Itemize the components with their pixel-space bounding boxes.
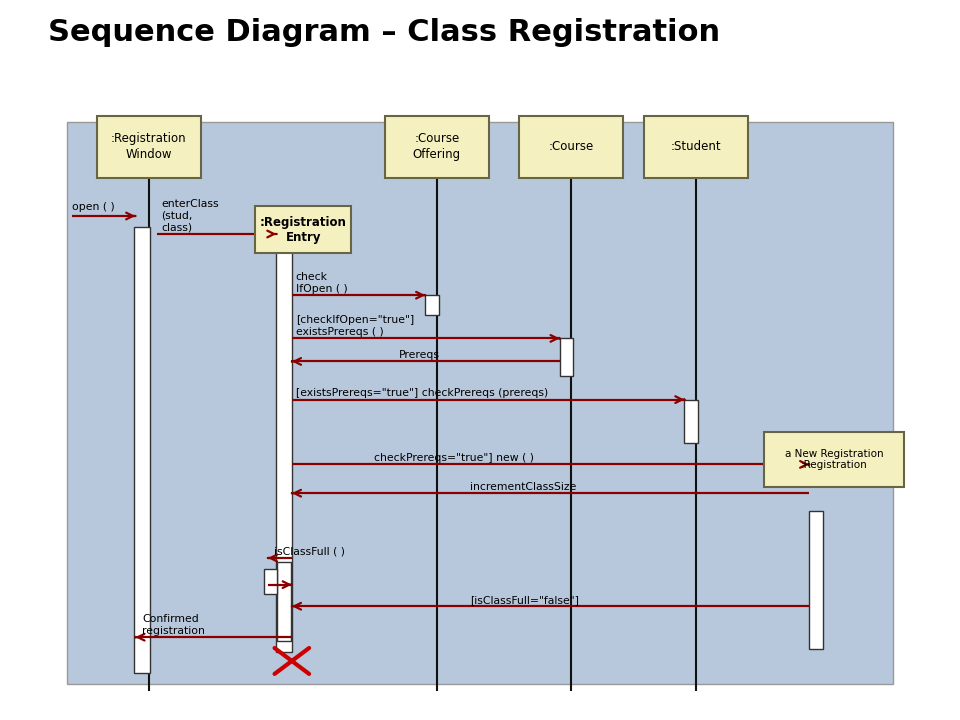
Text: incrementClassSize: incrementClassSize xyxy=(470,482,577,492)
FancyBboxPatch shape xyxy=(519,116,623,178)
Text: Sequence Diagram – Class Registration: Sequence Diagram – Class Registration xyxy=(48,18,720,47)
FancyBboxPatch shape xyxy=(385,116,489,178)
FancyBboxPatch shape xyxy=(764,432,904,487)
FancyBboxPatch shape xyxy=(97,116,201,178)
FancyBboxPatch shape xyxy=(809,511,823,649)
Text: checkPrereqs="true"] new ( ): checkPrereqs="true"] new ( ) xyxy=(374,453,535,463)
Text: Confirmed
registration: Confirmed registration xyxy=(142,614,204,636)
FancyBboxPatch shape xyxy=(255,206,351,253)
Text: isClassFull ( ): isClassFull ( ) xyxy=(274,546,345,557)
Text: [existsPrereqs="true"] checkPrereqs (prereqs): [existsPrereqs="true"] checkPrereqs (pre… xyxy=(296,388,548,398)
FancyBboxPatch shape xyxy=(276,234,292,652)
Text: :Course: :Course xyxy=(548,140,594,153)
Text: enterClass
(stud,
class): enterClass (stud, class) xyxy=(161,199,219,233)
FancyBboxPatch shape xyxy=(67,122,893,684)
Text: check
IfOpen ( ): check IfOpen ( ) xyxy=(296,272,348,294)
Text: [checkIfOpen="true"]
existsPrereqs ( ): [checkIfOpen="true"] existsPrereqs ( ) xyxy=(296,315,414,337)
Text: :Student: :Student xyxy=(671,140,721,153)
Text: open ( ): open ( ) xyxy=(72,202,115,212)
Text: :Course
Offering: :Course Offering xyxy=(413,132,461,161)
Text: :Registration
Window: :Registration Window xyxy=(111,132,186,161)
Text: [isClassFull="false"]: [isClassFull="false"] xyxy=(470,595,580,605)
FancyBboxPatch shape xyxy=(644,116,748,178)
FancyBboxPatch shape xyxy=(134,227,150,673)
Text: :Registration
Entry: :Registration Entry xyxy=(260,216,347,243)
FancyBboxPatch shape xyxy=(684,400,698,443)
FancyBboxPatch shape xyxy=(264,569,276,594)
FancyBboxPatch shape xyxy=(560,338,573,376)
Text: a New Registration
:Registration: a New Registration :Registration xyxy=(785,449,883,470)
Text: Prereqs: Prereqs xyxy=(398,350,440,360)
FancyBboxPatch shape xyxy=(277,562,291,641)
FancyBboxPatch shape xyxy=(425,295,439,315)
